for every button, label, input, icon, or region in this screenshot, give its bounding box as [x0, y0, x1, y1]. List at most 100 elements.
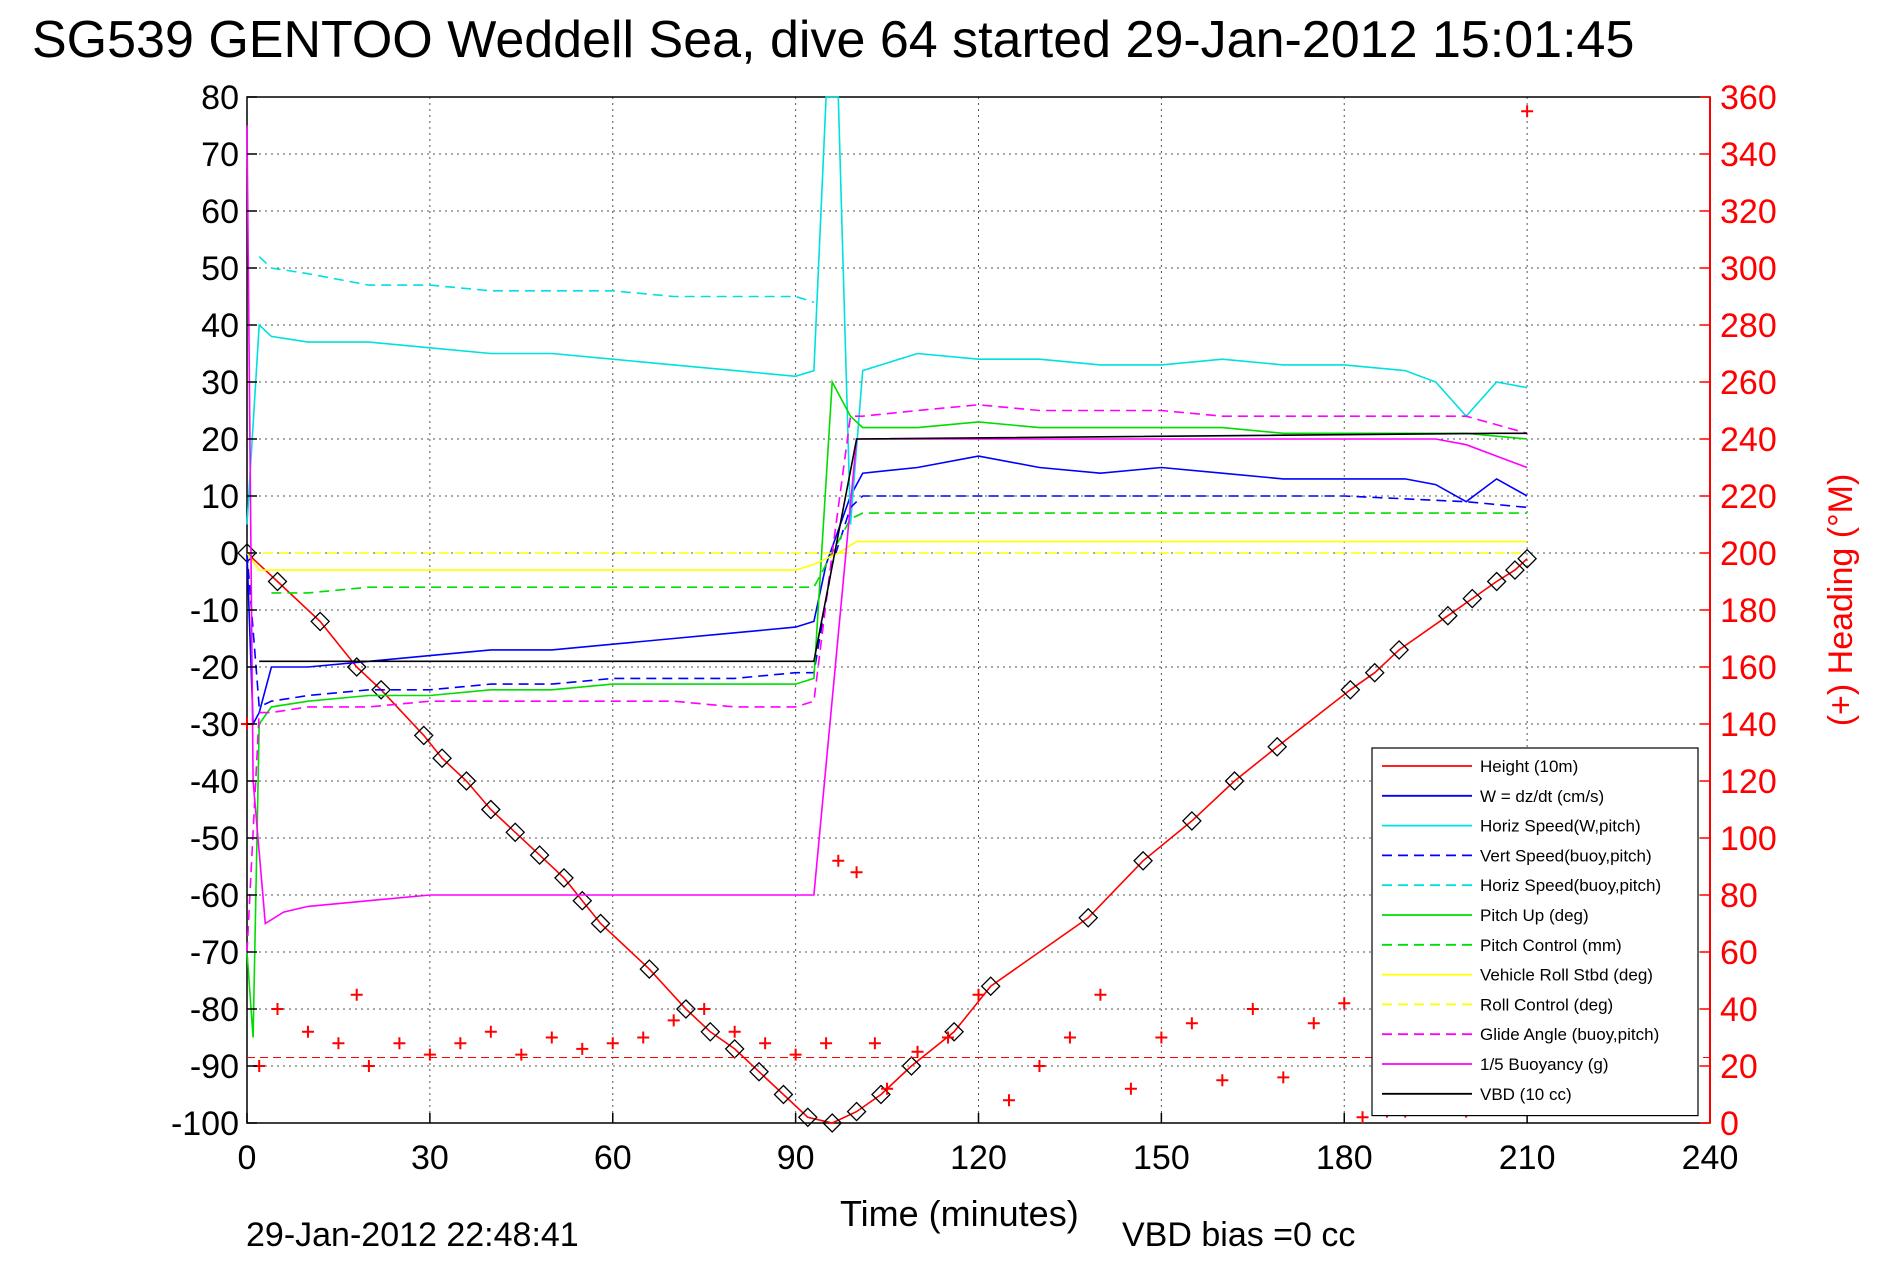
- series-12: [241, 105, 1534, 1124]
- heading-point: [1063, 1031, 1076, 1044]
- heading-point: [850, 866, 863, 879]
- series-10-line: [246, 125, 1528, 925]
- heading-point: [667, 1014, 680, 1027]
- y-tick-label: -20: [190, 649, 239, 687]
- heading-point: [789, 1048, 802, 1061]
- y-right-tick-label: 200: [1720, 535, 1777, 573]
- y-tick-label: 40: [201, 307, 239, 345]
- heading-point: [911, 1045, 924, 1058]
- height-marker: [639, 959, 660, 980]
- heading-point: [484, 1025, 497, 1038]
- height-marker: [1133, 850, 1154, 871]
- heading-point: [576, 1042, 589, 1055]
- y-tick-label: -10: [190, 592, 239, 630]
- y-right-tick-label: 220: [1720, 478, 1777, 516]
- height-marker: [1267, 736, 1288, 757]
- series-3-line: [246, 495, 1528, 709]
- heading-point: [606, 1037, 619, 1050]
- series-11-line: [259, 432, 1528, 663]
- y-tick-label: -70: [190, 934, 239, 972]
- heading-point: [1307, 1017, 1320, 1030]
- height-marker: [1078, 907, 1099, 928]
- height-marker: [944, 1021, 965, 1042]
- height-marker: [267, 571, 288, 592]
- heading-point: [454, 1037, 467, 1050]
- legend-label: Height (10m): [1480, 757, 1578, 776]
- height-marker: [1517, 548, 1538, 569]
- height-marker: [1364, 662, 1385, 683]
- heading-point: [271, 1003, 284, 1015]
- y-tick-label: -40: [190, 763, 239, 801]
- y-tick-label: 60: [201, 193, 239, 231]
- x-tick-label: 60: [594, 1139, 632, 1177]
- y-tick-label: -50: [190, 820, 239, 858]
- y-tick-label: 70: [201, 136, 239, 174]
- legend-box: [1371, 747, 1699, 1117]
- series-11: [259, 432, 1528, 663]
- heading-point: [728, 1025, 741, 1038]
- heading-point: [942, 1031, 955, 1044]
- y-tick-label: -30: [190, 706, 239, 744]
- y-right-tick-label: 40: [1720, 991, 1758, 1029]
- heading-point: [515, 1048, 528, 1061]
- heading-point: [1246, 1003, 1259, 1015]
- y-tick-label: -100: [171, 1105, 239, 1143]
- heading-point: [1185, 1017, 1198, 1030]
- heading-point: [393, 1037, 406, 1050]
- y-axis-right-label: (+) Heading (°M): [1822, 474, 1860, 727]
- heading-point: [972, 988, 985, 1001]
- height-marker: [529, 845, 550, 866]
- height-marker: [846, 1101, 867, 1122]
- height-marker: [822, 1113, 843, 1133]
- x-tick-label: 90: [777, 1139, 815, 1177]
- height-marker: [980, 976, 1001, 997]
- heading-point: [1033, 1060, 1046, 1072]
- x-axis-label: Time (minutes): [840, 1193, 1079, 1234]
- height-marker: [456, 771, 477, 791]
- series-0: [237, 543, 1538, 1133]
- heading-point: [1216, 1074, 1229, 1087]
- height-marker: [1389, 639, 1410, 660]
- series-10: [246, 125, 1528, 925]
- height-marker: [572, 890, 593, 911]
- y-tick-label: -60: [190, 877, 239, 915]
- series-7-line: [246, 540, 1528, 571]
- y-tick-label: 80: [201, 79, 239, 117]
- height-marker: [413, 725, 434, 746]
- x-tick-label: 150: [1133, 1139, 1190, 1177]
- series-2-line: [246, 96, 1528, 525]
- legend-label: Pitch Up (deg): [1480, 906, 1589, 925]
- y-right-tick-label: 360: [1720, 79, 1777, 117]
- heading-point: [1155, 1031, 1168, 1044]
- height-marker: [901, 1056, 922, 1076]
- y-tick-label: -90: [190, 1048, 239, 1086]
- height-marker: [700, 1021, 721, 1042]
- y-tick-label: -80: [190, 991, 239, 1029]
- series-9: [246, 403, 1528, 953]
- height-marker: [797, 1107, 818, 1128]
- legend-label: Vehicle Roll Stbd (deg): [1480, 966, 1653, 985]
- heading-point: [350, 988, 363, 1001]
- series-6-line: [271, 512, 1528, 594]
- height-marker: [675, 999, 696, 1019]
- legend-label: VBD (10 cc): [1480, 1085, 1572, 1104]
- heading-point: [881, 1082, 894, 1095]
- heading-point: [1002, 1094, 1015, 1107]
- y-tick-label: 0: [220, 535, 239, 573]
- y-right-tick-label: 140: [1720, 706, 1777, 744]
- legend: Height (10m) W = dz/dt (cm/s) Horiz Speed(…: [1371, 747, 1699, 1117]
- height-marker: [505, 822, 526, 843]
- series-9-line: [246, 403, 1528, 953]
- height-marker: [1486, 571, 1507, 592]
- chart-title: SG539 GENTOO Weddell Sea, dive 64 starte…: [32, 11, 1634, 69]
- y-tick-label: 10: [201, 478, 239, 516]
- height-marker: [749, 1061, 769, 1082]
- legend-label: Pitch Control (mm): [1480, 936, 1622, 955]
- y-right-tick-label: 80: [1720, 877, 1758, 915]
- series-6: [271, 512, 1528, 594]
- legend-label: Vert Speed(buoy,pitch): [1480, 846, 1652, 865]
- series-3: [246, 495, 1528, 709]
- x-tick-label: 120: [950, 1139, 1007, 1177]
- series-0-line: [246, 552, 1528, 1124]
- y-tick-label: 30: [201, 364, 239, 402]
